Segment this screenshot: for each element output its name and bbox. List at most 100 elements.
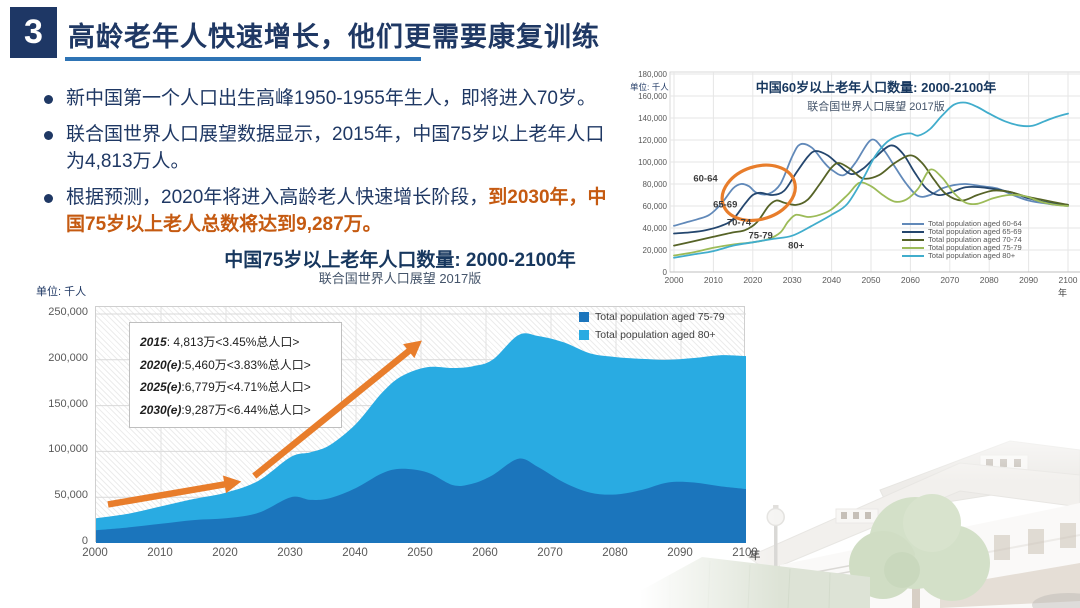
legend-item: Total population aged 80+ (579, 326, 725, 344)
area-chart-canvas (96, 307, 746, 543)
line-chart-60plus: 中国60岁以上老年人口数量: 2000-2100年 联合国世界人口展望 2017… (630, 62, 1080, 304)
line-series (673, 144, 1069, 235)
legend-item: Total population aged 75-79 (902, 244, 1022, 252)
line-series (673, 138, 1069, 227)
y-axis-tick: 50,000 (54, 489, 88, 502)
series-label: 80+ (788, 240, 805, 252)
legend-swatch (902, 238, 924, 242)
bullet-item: 根据预测，2020年将进入高龄老人快速增长阶段，到2030年，中国75岁以上老人… (38, 185, 613, 239)
x-axis-tick: 2100 (732, 547, 758, 559)
y-axis-tick: 160,000 (638, 91, 667, 101)
title-underline (65, 57, 421, 61)
legend-label: Total population aged 80+ (595, 329, 716, 341)
legend-swatch-75-79 (579, 312, 589, 322)
legend-item: Total population aged 80+ (902, 252, 1022, 260)
x-axis-tick: 2010 (147, 547, 173, 559)
x-axis-tick: 2100 (1058, 275, 1078, 285)
page-number-box: 3 (10, 7, 57, 58)
x-axis-tick: 2000 (664, 275, 684, 285)
legend-swatch-80plus (579, 330, 589, 340)
y-axis-tick: 40,000 (642, 223, 667, 233)
series-label: 60-64 (693, 173, 718, 184)
annotation-ellipse (720, 163, 797, 223)
bullet-item: 联合国世界人口展望数据显示，2015年，中国75岁以上老年人口为4,813万人。 (38, 122, 613, 176)
y-axis-tick: 100,000 (48, 443, 88, 456)
x-axis-tick: 2050 (861, 275, 881, 285)
series-label: 75-79 (748, 230, 773, 242)
legend-label: Total population aged 70-74 (928, 235, 1022, 244)
area-series-75-79 (96, 458, 746, 543)
legend-swatch (902, 254, 924, 258)
chart-subtitle: 联合国世界人口展望 2017版 (318, 271, 482, 286)
y-axis-tick: 0 (662, 267, 667, 277)
y-axis-tick: 80,000 (642, 179, 667, 189)
legend-item: Total population aged 60-64 (902, 220, 1022, 228)
slide-title: 高龄老年人快速增长，他们更需要康复训练 (68, 22, 600, 52)
series-label: 70-74 (726, 217, 752, 228)
y-axis-tick: 0 (81, 535, 88, 547)
area-series-80plus (96, 333, 746, 543)
x-axis-tick: 2080 (602, 547, 628, 559)
y-axis-tick: 180,000 (638, 69, 667, 79)
x-axis-tick: 2020 (212, 547, 238, 559)
callout-text: : 4,813万<3.45%总人口> (166, 335, 300, 349)
chart-legend: Total population aged 75-79 Total popula… (579, 308, 725, 344)
legend-swatch (902, 222, 924, 226)
x-axis-tick: 2090 (1019, 275, 1039, 285)
callout-year: 2025(e) (140, 380, 182, 394)
chart-subtitle: 联合国世界人口展望 2017版 (807, 101, 945, 113)
x-axis-tick: 2060 (472, 547, 498, 559)
x-axis-tick: 2070 (537, 547, 563, 559)
y-axis-tick: 140,000 (638, 113, 667, 123)
line-series (673, 154, 1069, 247)
chart-unit-label: 单位: 千人 (630, 82, 669, 92)
x-axis-suffix: 年 (749, 550, 761, 562)
callout-text: :6,779万<4.71%总人口> (181, 380, 311, 394)
x-axis-tick: 2050 (407, 547, 433, 559)
x-axis-tick: 2060 (900, 275, 920, 285)
chart-legend: Total population aged 60-64 Total populat… (902, 220, 1022, 260)
legend-label: Total population aged 80+ (928, 251, 1016, 260)
legend-label: Total population aged 75-79 (928, 243, 1022, 252)
bullet-text: 联合国世界人口展望数据显示，2015年，中国75岁以上老年人口为4,813万人。 (66, 123, 605, 172)
legend-label: Total population aged 75-79 (595, 311, 725, 323)
callout-row: 2020(e):5,460万<3.83%总人口> (140, 354, 331, 377)
page-number: 3 (24, 13, 43, 51)
callout-year: 2030(e) (140, 402, 182, 417)
bullet-list: 新中国第一个人口出生高峰1950-1955年生人，即将进入70岁。 联合国世界人… (38, 86, 613, 248)
legend-item: Total population aged 75-79 (579, 308, 725, 326)
bullet-item: 新中国第一个人口出生高峰1950-1955年生人，即将进入70岁。 (38, 86, 613, 113)
legend-item: Total population aged 65-69 (902, 228, 1022, 236)
line-chart-canvas (669, 71, 1080, 273)
chart-unit-label: 单位: 千人 (36, 286, 87, 298)
y-axis-tick: 60,000 (642, 201, 667, 211)
bullet-dot-icon (44, 130, 53, 140)
legend-swatch (902, 246, 924, 250)
callout-year: 2020(e) (140, 357, 182, 372)
series-label: 65-69 (713, 199, 738, 211)
callout-year: 2015 (140, 335, 167, 349)
x-axis-tick: 2080 (979, 275, 999, 285)
bullet-text: 根据预测，2020年将进入高龄老人快速增长阶段， (66, 186, 489, 208)
line-series (673, 101, 1069, 259)
x-axis-tick: 2040 (822, 275, 842, 285)
x-axis-tick: 2090 (667, 547, 693, 559)
legend-label: Total population aged 60-64 (928, 219, 1022, 228)
x-axis-tick: 2040 (342, 547, 368, 559)
legend-swatch (902, 230, 924, 234)
bullet-dot-icon (44, 95, 53, 104)
x-axis-tick: 2000 (82, 547, 108, 559)
y-axis-tick: 250,000 (48, 306, 88, 318)
legend-item: Total population aged 70-74 (902, 236, 1022, 244)
callout-text: :5,460万<3.83%总人口> (181, 357, 311, 372)
bullet-dot-icon (44, 193, 53, 203)
bullet-text: 新中国第一个人口出生高峰1950-1955年生人，即将进入70岁。 (66, 88, 596, 109)
callout-row: 2030(e):9,287万<6.44%总人口> (140, 399, 331, 422)
bullet-highlight: 到2030年，中国75岁以上老人总数将达到9,287万。 (66, 186, 607, 235)
y-axis-tick: 100,000 (638, 157, 667, 167)
legend-label: Total population aged 65-69 (928, 227, 1022, 236)
callout-row: 2015: 4,813万<3.45%总人口> (140, 331, 331, 354)
x-axis-tick: 2070 (940, 275, 960, 285)
x-axis-suffix: 年 (1058, 288, 1068, 298)
